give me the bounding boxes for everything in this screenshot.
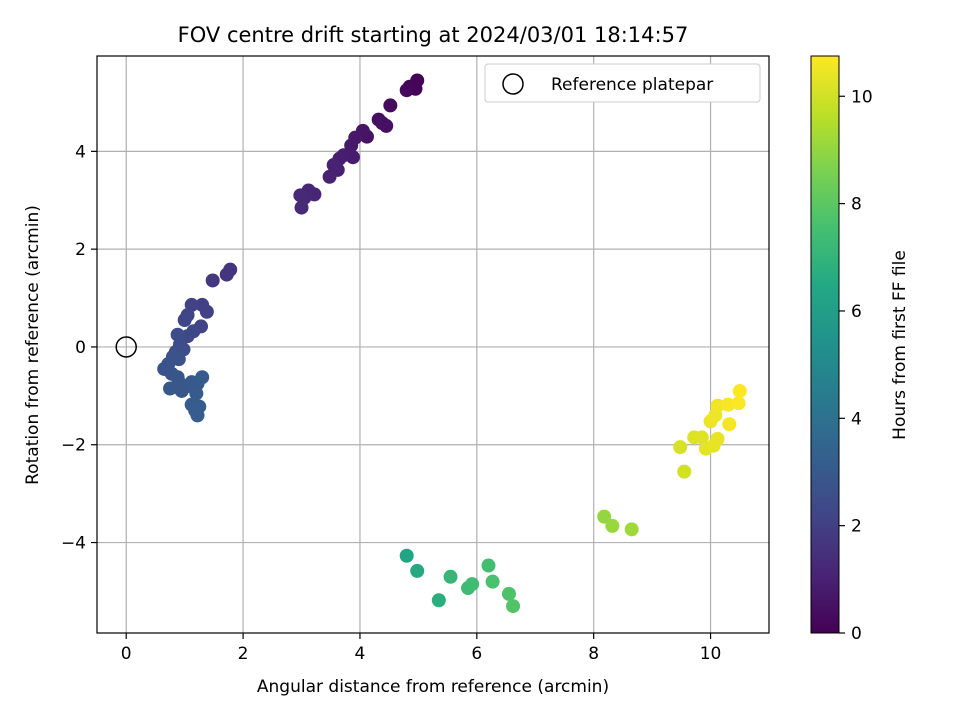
scatter-point	[383, 98, 398, 113]
y-tick-label: −4	[61, 534, 86, 554]
y-axis-label: Rotation from reference (arcmin)	[23, 205, 43, 485]
scatter-point	[732, 383, 747, 398]
scatter-point	[294, 200, 309, 215]
scatter-points	[157, 73, 747, 614]
scatter-point	[605, 518, 620, 533]
x-tick-label: 10	[700, 644, 722, 664]
colorbar-tick-label: 6	[851, 302, 862, 322]
scatter-point	[322, 169, 337, 184]
scatter-point	[399, 548, 414, 563]
y-tick-label: 0	[75, 338, 86, 358]
colorbar-tick-label: 2	[851, 517, 862, 537]
x-axis-label: Angular distance from reference (arcmin)	[257, 677, 609, 697]
scatter-point	[205, 273, 220, 288]
scatter-point	[163, 381, 178, 396]
scatter-point	[431, 593, 446, 608]
x-tick-label: 6	[471, 644, 482, 664]
scatter-point	[722, 417, 737, 432]
legend: Reference platepar	[484, 63, 761, 103]
chart-title: FOV centre drift starting at 2024/03/01 …	[178, 23, 689, 47]
colorbar-tick-label: 8	[851, 195, 862, 215]
scatter-point	[721, 397, 736, 412]
y-tick-label: 2	[75, 240, 86, 260]
scatter-point	[177, 313, 192, 328]
y-axis-ticks: −4 −2 0 2 4	[61, 142, 97, 554]
scatter-point	[190, 408, 205, 423]
scatter-point	[344, 138, 359, 153]
y-tick-label: 4	[75, 142, 86, 162]
colorbar-tick-label: 4	[851, 409, 862, 429]
scatter-point	[293, 188, 308, 203]
legend-box	[484, 63, 761, 103]
scatter-point	[710, 398, 725, 413]
scatter-point	[219, 267, 234, 282]
scatter-point	[677, 464, 692, 479]
scatter-point	[465, 577, 480, 592]
scatter-point	[481, 558, 496, 573]
colorbar-label: Hours from first FF file	[890, 250, 910, 440]
scatter-point	[326, 158, 341, 173]
scatter-point	[375, 115, 390, 130]
x-tick-label: 0	[121, 644, 132, 664]
grid-lines	[97, 56, 769, 633]
scatter-point	[199, 304, 214, 319]
scatter-point	[710, 431, 725, 446]
x-tick-label: 2	[238, 644, 249, 664]
scatter-point	[673, 440, 688, 455]
colorbar-tick-label: 10	[851, 87, 873, 107]
colorbar	[810, 55, 840, 634]
x-tick-label: 4	[355, 644, 366, 664]
x-axis-ticks: 0 2 4 6 8 10	[121, 633, 722, 664]
x-tick-label: 8	[588, 644, 599, 664]
scatter-point	[731, 396, 746, 411]
scatter-point	[485, 574, 500, 589]
scatter-point	[410, 563, 425, 578]
scatter-point	[189, 386, 204, 401]
y-tick-label: −2	[61, 436, 86, 456]
scatter-point	[506, 599, 521, 614]
scatter-point	[195, 370, 210, 385]
scatter-point	[501, 586, 516, 601]
scatter-point	[399, 83, 414, 98]
colorbar-tick-label: 0	[851, 624, 862, 644]
scatter-point	[443, 569, 458, 584]
plot-frame	[96, 55, 770, 634]
legend-marker	[502, 73, 524, 95]
reference-point-marker	[115, 336, 137, 358]
scatter-point	[597, 509, 612, 524]
scatter-point	[624, 522, 639, 537]
legend-entry-reference-platepar: Reference platepar	[551, 75, 713, 95]
colorbar-ticks: 0 2 4 6 8 10	[839, 87, 873, 644]
scatter-point	[694, 430, 709, 445]
